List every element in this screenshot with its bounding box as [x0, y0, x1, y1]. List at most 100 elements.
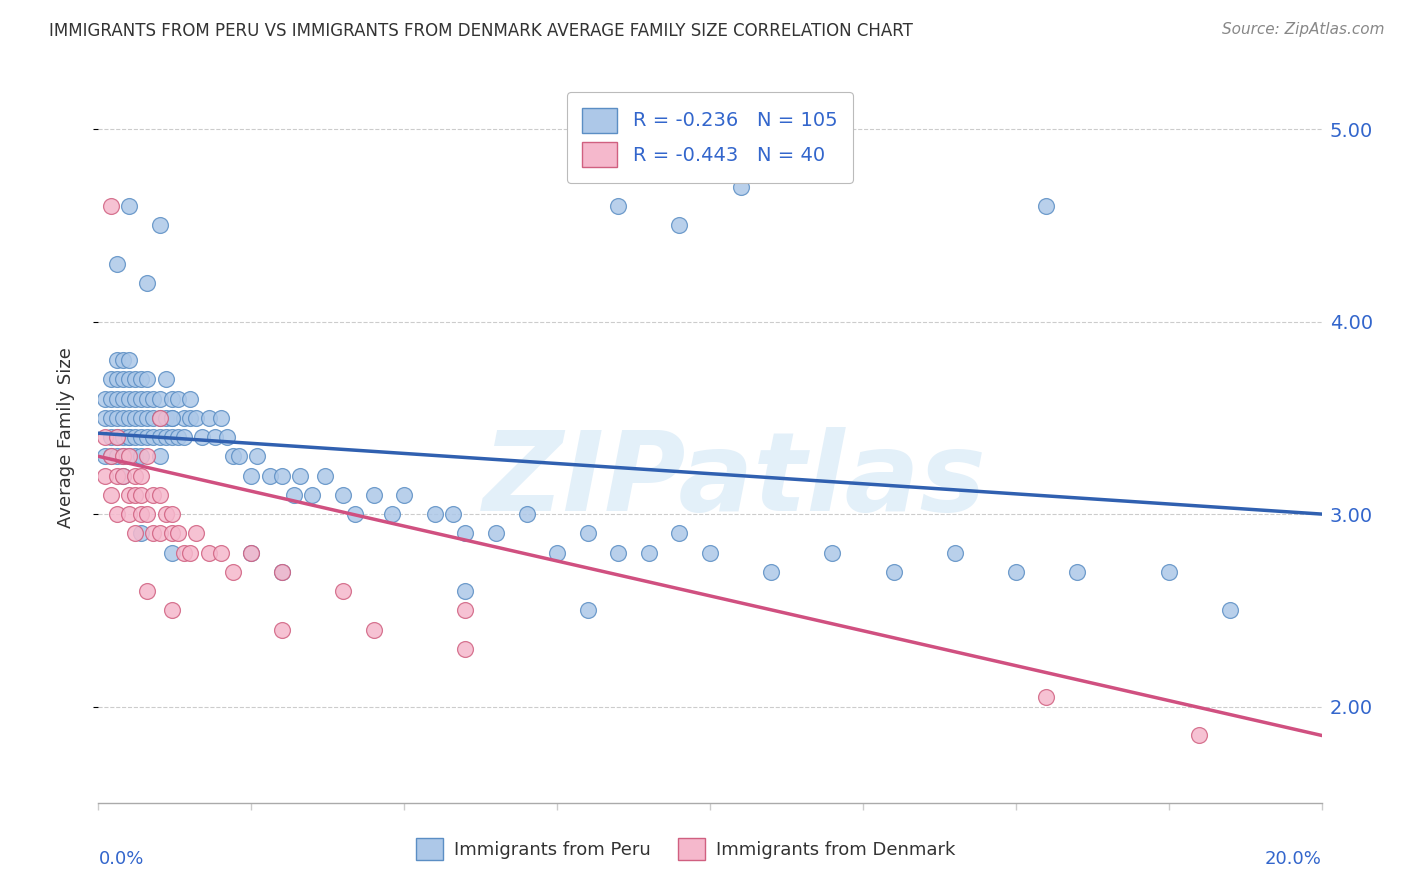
Point: [730, 179, 752, 194]
Point: [118, 450, 141, 464]
Point: [100, 410, 122, 425]
Point: [149, 450, 172, 464]
Point: [111, 392, 134, 406]
Point: [301, 488, 323, 502]
Point: [129, 468, 152, 483]
Point: [270, 565, 292, 579]
Point: [1066, 565, 1088, 579]
Point: [149, 410, 172, 425]
Point: [699, 545, 721, 559]
Point: [93, 450, 115, 464]
Text: ZIPatlas: ZIPatlas: [482, 427, 987, 534]
Point: [270, 565, 292, 579]
Point: [136, 392, 159, 406]
Point: [129, 392, 152, 406]
Point: [546, 545, 568, 559]
Point: [124, 392, 146, 406]
Point: [155, 410, 177, 425]
Point: [118, 488, 141, 502]
Point: [136, 450, 159, 464]
Point: [129, 430, 152, 444]
Point: [314, 468, 336, 483]
Point: [105, 353, 128, 368]
Point: [155, 372, 177, 386]
Point: [179, 392, 201, 406]
Point: [209, 410, 232, 425]
Point: [160, 507, 183, 521]
Point: [155, 430, 177, 444]
Point: [124, 488, 146, 502]
Point: [173, 430, 195, 444]
Point: [222, 565, 245, 579]
Point: [129, 410, 152, 425]
Point: [129, 450, 152, 464]
Point: [332, 488, 354, 502]
Point: [160, 410, 183, 425]
Point: [129, 372, 152, 386]
Point: [118, 199, 141, 213]
Point: [93, 392, 115, 406]
Point: [197, 545, 219, 559]
Point: [142, 410, 165, 425]
Point: [100, 392, 122, 406]
Point: [1035, 690, 1057, 704]
Point: [423, 507, 446, 521]
Point: [454, 641, 477, 656]
Point: [637, 545, 661, 559]
Point: [186, 526, 208, 541]
Point: [136, 410, 159, 425]
Point: [124, 372, 146, 386]
Point: [160, 430, 183, 444]
Point: [179, 545, 201, 559]
Point: [1157, 565, 1180, 579]
Point: [1035, 199, 1057, 213]
Point: [105, 257, 128, 271]
Text: 20.0%: 20.0%: [1265, 850, 1322, 868]
Point: [149, 392, 172, 406]
Point: [155, 507, 177, 521]
Point: [129, 507, 152, 521]
Point: [124, 410, 146, 425]
Point: [118, 430, 141, 444]
Point: [149, 430, 172, 444]
Point: [943, 545, 966, 559]
Point: [149, 488, 172, 502]
Point: [118, 353, 141, 368]
Point: [136, 372, 159, 386]
Point: [485, 526, 508, 541]
Point: [441, 507, 464, 521]
Point: [149, 410, 172, 425]
Point: [160, 392, 183, 406]
Point: [179, 410, 201, 425]
Point: [105, 430, 128, 444]
Point: [191, 430, 214, 444]
Point: [607, 199, 630, 213]
Point: [118, 430, 141, 444]
Point: [240, 545, 263, 559]
Point: [1219, 603, 1241, 617]
Point: [883, 565, 905, 579]
Text: Source: ZipAtlas.com: Source: ZipAtlas.com: [1222, 22, 1385, 37]
Point: [759, 565, 782, 579]
Point: [454, 584, 477, 599]
Point: [118, 507, 141, 521]
Point: [576, 526, 599, 541]
Point: [142, 430, 165, 444]
Point: [111, 353, 134, 368]
Point: [332, 584, 354, 599]
Point: [222, 450, 245, 464]
Point: [160, 603, 183, 617]
Point: [270, 623, 292, 637]
Point: [100, 199, 122, 213]
Point: [118, 450, 141, 464]
Point: [111, 450, 134, 464]
Point: [129, 488, 152, 502]
Point: [142, 488, 165, 502]
Point: [246, 450, 269, 464]
Point: [136, 507, 159, 521]
Point: [136, 584, 159, 599]
Point: [160, 526, 183, 541]
Point: [149, 219, 172, 233]
Point: [124, 450, 146, 464]
Y-axis label: Average Family Size: Average Family Size: [56, 347, 75, 527]
